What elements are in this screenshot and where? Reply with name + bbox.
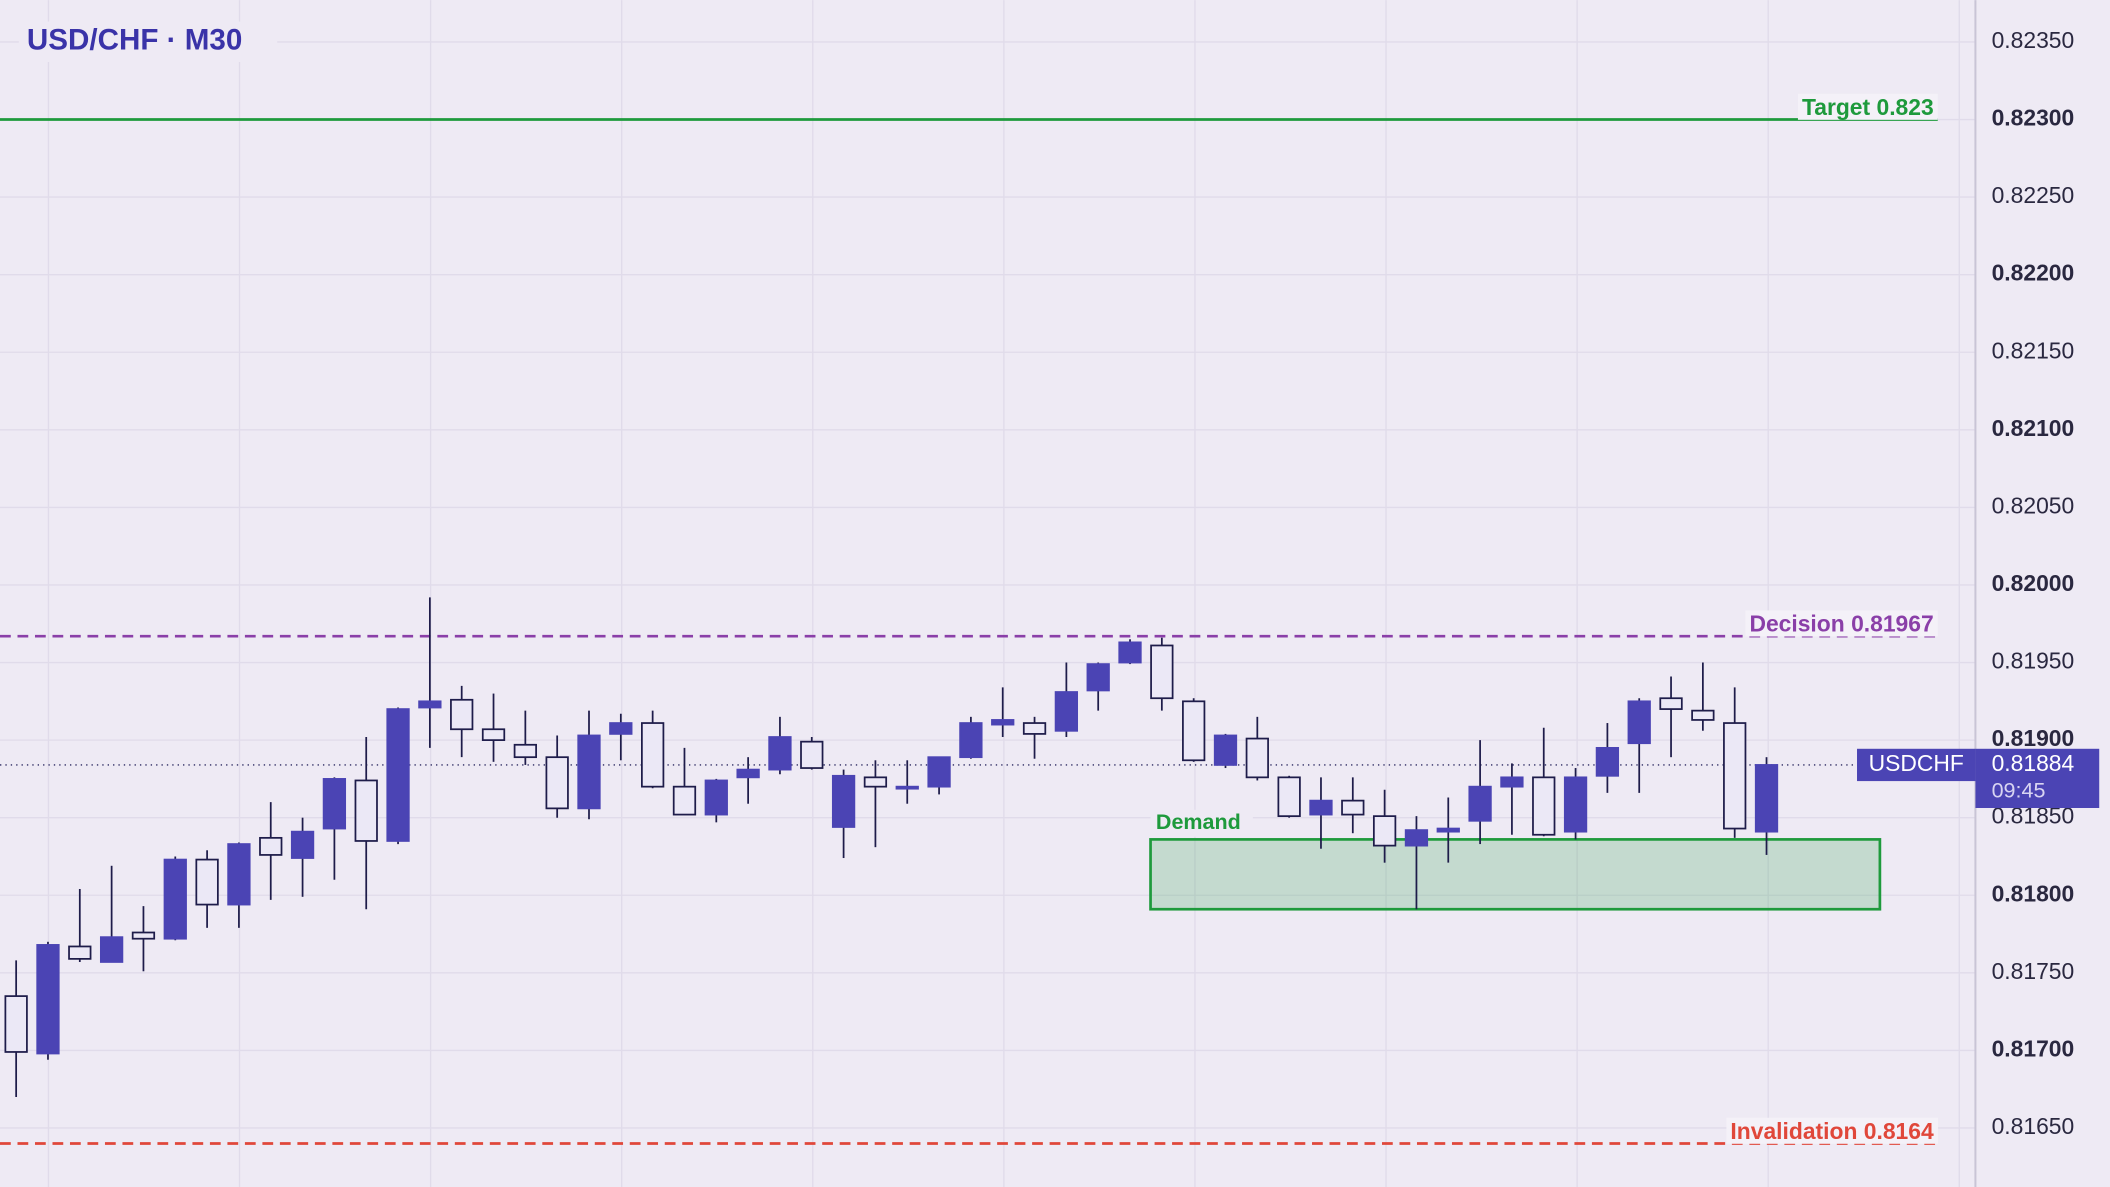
candle-body [227, 843, 251, 906]
candle-body [259, 836, 283, 856]
level-label: Invalidation 0.8164 [1730, 1118, 1934, 1144]
chart-title: USD/CHF · M30 [27, 24, 242, 57]
candle-body [577, 734, 601, 810]
candle-body [927, 756, 951, 788]
candle-body [1277, 776, 1301, 818]
candle-body [959, 722, 983, 759]
candle-body [545, 756, 569, 810]
candle-body [1500, 776, 1524, 788]
y-tick-label: 0.82300 [1992, 105, 2075, 131]
candle-body [863, 776, 888, 788]
symbol-tag [1857, 748, 1976, 782]
candle-body [1150, 644, 1174, 700]
zone-label-bg [1150, 809, 1253, 837]
price-tag-value: 0.81884 [1992, 750, 2075, 776]
level-label: Target 0.823 [1802, 94, 1934, 120]
candle-body [641, 722, 665, 788]
candle-body [1118, 641, 1142, 664]
candle-body [1595, 746, 1620, 777]
y-tick-label: 0.81650 [1992, 1113, 2075, 1139]
candle-body [1754, 764, 1779, 833]
level-label: Decision 0.81967 [1749, 610, 1933, 636]
y-tick-label: 0.82250 [1992, 182, 2075, 208]
y-tick-label: 0.81900 [1992, 725, 2075, 751]
candle-body [895, 785, 919, 790]
y-tick-label: 0.82050 [1992, 492, 2075, 518]
candle-body [1723, 722, 1747, 830]
candle-body [481, 728, 506, 741]
candle-body [1372, 815, 1397, 847]
candle-body [1659, 697, 1683, 710]
candle-body [386, 708, 410, 842]
candle-body [290, 830, 315, 859]
candle-body [1213, 734, 1238, 766]
candle-body [513, 743, 537, 759]
candle-body [1341, 799, 1365, 816]
candle-body [1563, 776, 1588, 833]
y-tick-label: 0.82200 [1992, 260, 2075, 286]
candle-body [672, 785, 697, 816]
candle-body [1309, 799, 1333, 816]
price-tag [1975, 748, 2100, 808]
candle-body [1627, 700, 1651, 745]
candle-body [1532, 776, 1556, 836]
candle-body [1182, 700, 1206, 762]
candle-body [1468, 785, 1492, 822]
candle-body [4, 995, 28, 1053]
y-tick-label: 0.82150 [1992, 337, 2075, 363]
candle-body [1404, 829, 1429, 847]
zone-label: Demand [1156, 810, 1241, 834]
candle-body [418, 700, 442, 709]
y-tick-label: 0.82100 [1992, 415, 2075, 441]
candle-body [195, 858, 219, 906]
candle-body [1086, 663, 1110, 692]
candle-body [354, 779, 378, 842]
candle-body [831, 774, 856, 828]
candle-body [36, 944, 60, 1055]
title-bg [18, 21, 278, 62]
candle-body [163, 858, 187, 940]
candle-body [768, 736, 792, 771]
y-tick-label: 0.81950 [1992, 648, 2075, 674]
candle-body [736, 768, 760, 779]
candle-body [1436, 827, 1460, 833]
candle-body [991, 719, 1015, 726]
candle-body [131, 931, 156, 940]
y-tick-label: 0.81700 [1992, 1035, 2075, 1061]
y-tick-label: 0.81750 [1992, 958, 2075, 984]
demand-zone [1149, 838, 1882, 911]
candle-body [800, 740, 824, 769]
y-tick-label: 0.81800 [1992, 880, 2075, 906]
candle-body [704, 779, 728, 816]
level-label-bg [1726, 1117, 1939, 1144]
candle-body [322, 778, 347, 830]
candle-body [1691, 709, 1715, 721]
candle-body [609, 722, 633, 735]
y-tick-label: 0.82350 [1992, 27, 2075, 53]
candle-body [68, 945, 92, 960]
candle-body [1054, 691, 1079, 732]
level-label-bg [1797, 93, 1938, 120]
candle-body [450, 698, 474, 731]
candle-body [1022, 722, 1047, 735]
symbol-tag-label: USDCHF [1869, 750, 1964, 776]
y-tick-label: 0.82000 [1992, 570, 2075, 596]
level-label-bg [1745, 610, 1938, 637]
candle-body [1245, 737, 1269, 779]
candle-body [99, 936, 124, 963]
price-tag-countdown: 09:45 [1992, 779, 2046, 803]
